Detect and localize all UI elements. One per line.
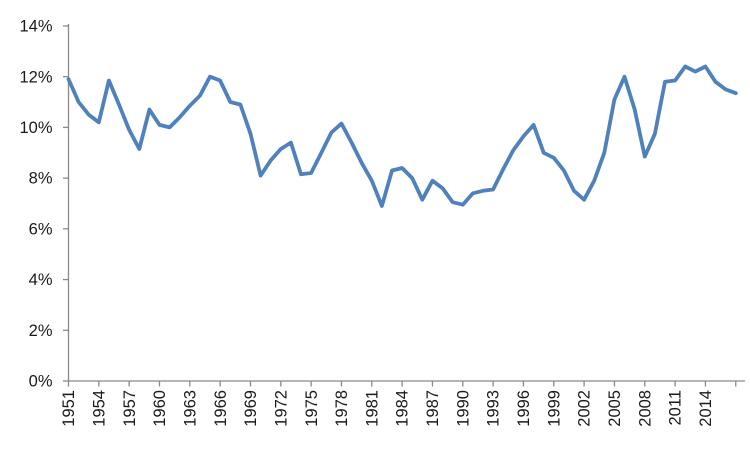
- x-axis-tick-label: 2008: [636, 390, 654, 427]
- x-axis-tick-label: 2002: [576, 390, 594, 427]
- x-axis-tick-label: 1963: [181, 390, 199, 427]
- y-axis-tick-label: 10%: [19, 119, 52, 137]
- x-axis-tick-label: 2011: [667, 390, 685, 425]
- x-axis-tick-label: 1984: [394, 390, 412, 427]
- y-axis-tick-label: 2%: [29, 322, 53, 340]
- y-axis-tick-label: 14%: [19, 18, 52, 36]
- x-axis-tick-label: 1969: [242, 390, 260, 427]
- x-axis-tick-label: 1957: [121, 390, 139, 427]
- x-axis-tick-label: 2014: [697, 390, 715, 427]
- x-axis-tick-label: 1954: [90, 390, 108, 427]
- y-axis-tick-label: 12%: [19, 68, 52, 86]
- x-axis-tick-label: 1972: [272, 390, 290, 427]
- x-axis-tick-label: 1978: [333, 390, 351, 427]
- x-axis-tick-label: 1987: [424, 390, 442, 427]
- x-axis-tick-label: 1981: [363, 390, 381, 427]
- x-axis-tick-label: 1966: [212, 390, 230, 427]
- x-axis-tick-label: 2005: [606, 390, 624, 427]
- y-axis-tick-label: 0%: [29, 373, 53, 391]
- y-axis-tick-label: 4%: [29, 271, 53, 289]
- x-axis-tick-label: 1960: [151, 390, 169, 427]
- x-axis-tick-label: 1951: [60, 390, 78, 427]
- data-series-line: [66, 64, 738, 208]
- x-axis-tick-label: 1990: [454, 390, 472, 427]
- x-axis-tick-label: 1999: [545, 390, 563, 427]
- x-axis-tick-label: 1993: [485, 390, 503, 427]
- y-axis-tick-label: 6%: [29, 220, 53, 238]
- x-axis-tick-label: 1996: [515, 390, 533, 427]
- x-axis-tick-label: 1975: [303, 390, 321, 427]
- y-axis-tick-label: 8%: [29, 170, 53, 188]
